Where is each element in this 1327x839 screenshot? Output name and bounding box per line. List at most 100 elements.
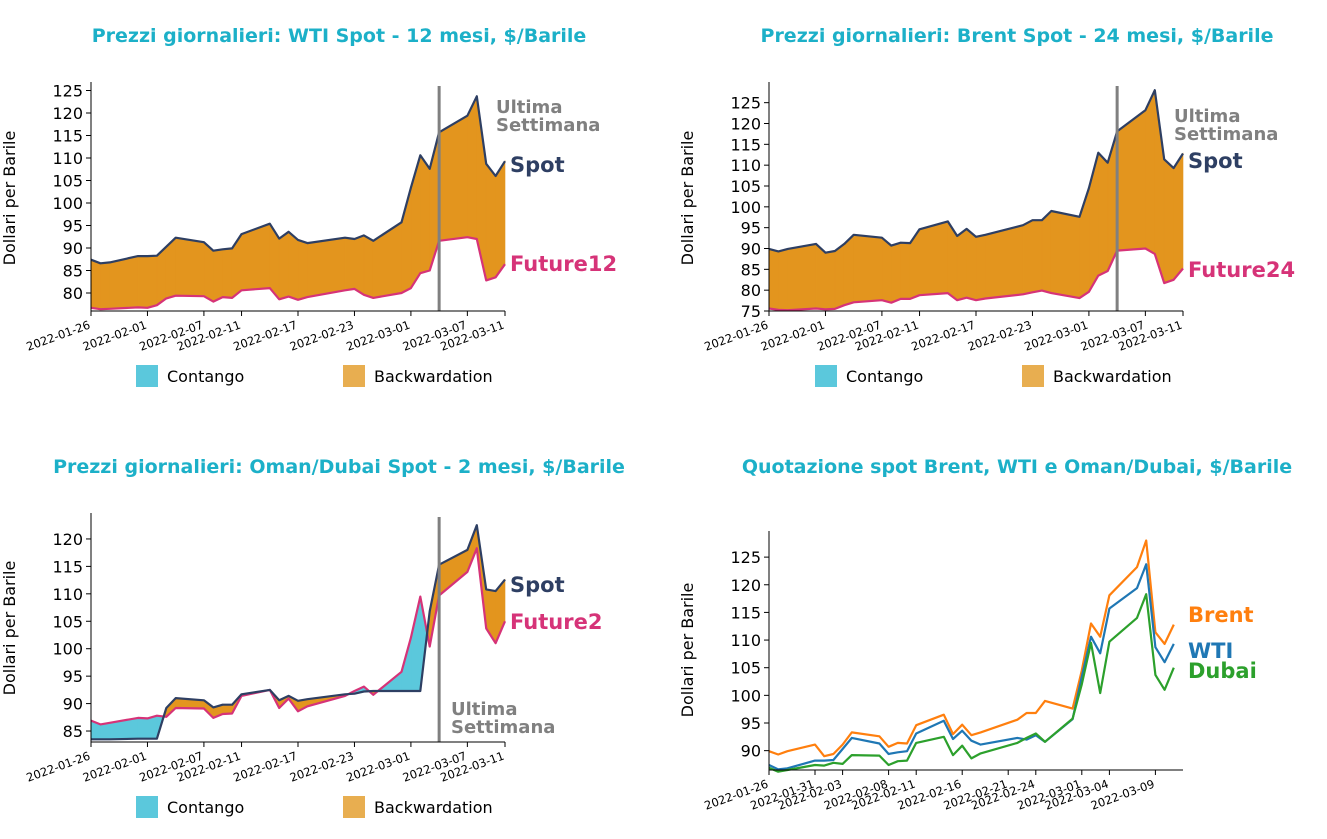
x-tick-label: 2022-02-01 [81, 318, 149, 354]
y-tick-label: 115 [730, 135, 761, 154]
backwardation-area [1022, 219, 1033, 295]
backwardation-area [495, 160, 506, 279]
y-tick-label: 100 [52, 194, 83, 213]
backwardation-area [891, 242, 902, 304]
legend-label-backwardation: Backwardation [374, 367, 493, 386]
backwardation-area [278, 231, 289, 300]
backwardation-area [438, 115, 468, 242]
backwardation-area [344, 237, 355, 291]
contango-area [410, 596, 421, 692]
series-line-future2 [90, 547, 507, 726]
y-tick-label: 95 [741, 714, 761, 733]
x-tick-label: 2022-01-26 [24, 749, 92, 785]
ultima-settimana-label: Ultima [496, 97, 562, 118]
y-axis-label: Dollari per Barile [0, 561, 19, 696]
backwardation-area [1163, 158, 1174, 284]
backwardation-area [825, 250, 836, 310]
chart-title: Quotazione spot Brent, WTI e Oman/Dubai,… [742, 456, 1292, 478]
series-label-future24: Future24 [1188, 258, 1295, 282]
backwardation-area [1145, 90, 1156, 255]
backwardation-area [467, 96, 478, 240]
legend-label-contango: Contango [846, 367, 923, 386]
dubai-chart: Prezzi giornalieri: Oman/Dubai Spot - 2 … [0, 456, 625, 818]
backwardation-area [843, 234, 854, 306]
y-tick-label: 95 [741, 219, 761, 238]
backwardation-area [420, 154, 431, 274]
backwardation-area [1173, 152, 1184, 281]
y-tick-label: 110 [730, 631, 761, 650]
legend: Contango Backwardation [136, 365, 493, 387]
backwardation-area [137, 255, 148, 309]
y-tick-label: 120 [730, 115, 761, 134]
series-label-future2: Future2 [510, 610, 602, 634]
y-tick-label: 125 [52, 82, 83, 101]
series-label-wti: WTI [1188, 639, 1233, 663]
backwardation-area [363, 234, 374, 299]
y-tick-label: 85 [741, 260, 761, 279]
brent-chart: Prezzi giornalieri: Brent Spot - 24 mesi… [678, 25, 1295, 387]
wti-chart: Prezzi giornalieri: WTI Spot - 12 mesi, … [0, 25, 617, 387]
backwardation-area [975, 234, 986, 301]
series-line-future24 [768, 247, 1184, 312]
backwardation-area [956, 228, 967, 301]
y-tick-label: 95 [63, 217, 83, 236]
x-tick-label: 2022-02-23 [288, 749, 356, 785]
y-tick-label: 100 [730, 198, 761, 217]
series-label-brent: Brent [1188, 603, 1254, 627]
series-line-spot [90, 95, 506, 265]
x-tick-label: 2022-03-01 [1022, 318, 1090, 354]
legend: Contango Backwardation [136, 796, 493, 818]
x-tick-label: 2022-02-17 [231, 749, 299, 785]
backwardation-area [1050, 210, 1080, 299]
x-tick-label: 2022-02-17 [231, 318, 299, 354]
backwardation-area [1041, 210, 1052, 294]
ultima-settimana-label: Settimana [1174, 124, 1278, 145]
y-tick-label: 120 [52, 530, 83, 549]
y-tick-label: 85 [63, 722, 83, 741]
backwardation-area [768, 248, 779, 311]
legend-swatch-backwardation [343, 796, 365, 818]
y-tick-label: 105 [730, 177, 761, 196]
backwardation-area [485, 162, 496, 281]
backwardation-area [109, 255, 139, 310]
y-tick-label: 115 [52, 127, 83, 146]
backwardation-area [213, 249, 224, 303]
legend-swatch-contango [136, 796, 158, 818]
series-line-wti [768, 563, 1175, 771]
series-label-dubai: Dubai [1188, 659, 1257, 683]
ultima-settimana-label: Ultima [451, 699, 517, 720]
series-line-future12 [90, 236, 506, 311]
x-tick-label: 2022-03-01 [344, 749, 412, 785]
legend-swatch-contango [815, 365, 837, 387]
legend: Contango Backwardation [815, 365, 1172, 387]
series-line-spot [91, 524, 506, 741]
ultima-settimana-label: Settimana [496, 115, 600, 136]
series-label-spot: Spot [510, 573, 565, 597]
backwardation-area [297, 239, 308, 301]
y-tick-label: 105 [52, 612, 83, 631]
contango-area [137, 717, 148, 740]
legend-swatch-backwardation [343, 365, 365, 387]
ultima-settimana-label: Ultima [1174, 106, 1240, 127]
y-tick-label: 120 [52, 104, 83, 123]
backwardation-area [853, 234, 883, 303]
x-tick-label: 2022-02-01 [81, 749, 149, 785]
backwardation-area [985, 224, 1024, 299]
backwardation-area [231, 233, 242, 299]
y-tick-label: 115 [730, 603, 761, 622]
series-label-spot: Spot [510, 153, 565, 177]
x-tick-label: 2022-01-26 [702, 318, 770, 354]
backwardation-area [307, 237, 346, 298]
y-tick-label: 90 [63, 239, 83, 258]
legend-label-backwardation: Backwardation [374, 798, 493, 817]
backwardation-area [787, 243, 817, 311]
backwardation-area [778, 248, 789, 311]
backwardation-area [100, 262, 111, 310]
series-line-spot [768, 89, 1184, 254]
backwardation-area [1116, 109, 1146, 251]
series-label-future12: Future12 [510, 252, 617, 276]
x-tick-label: 2022-02-01 [759, 318, 827, 354]
x-tick-label: 2022-02-23 [966, 318, 1034, 354]
y-tick-label: 80 [741, 281, 761, 300]
backwardation-area [222, 248, 233, 299]
